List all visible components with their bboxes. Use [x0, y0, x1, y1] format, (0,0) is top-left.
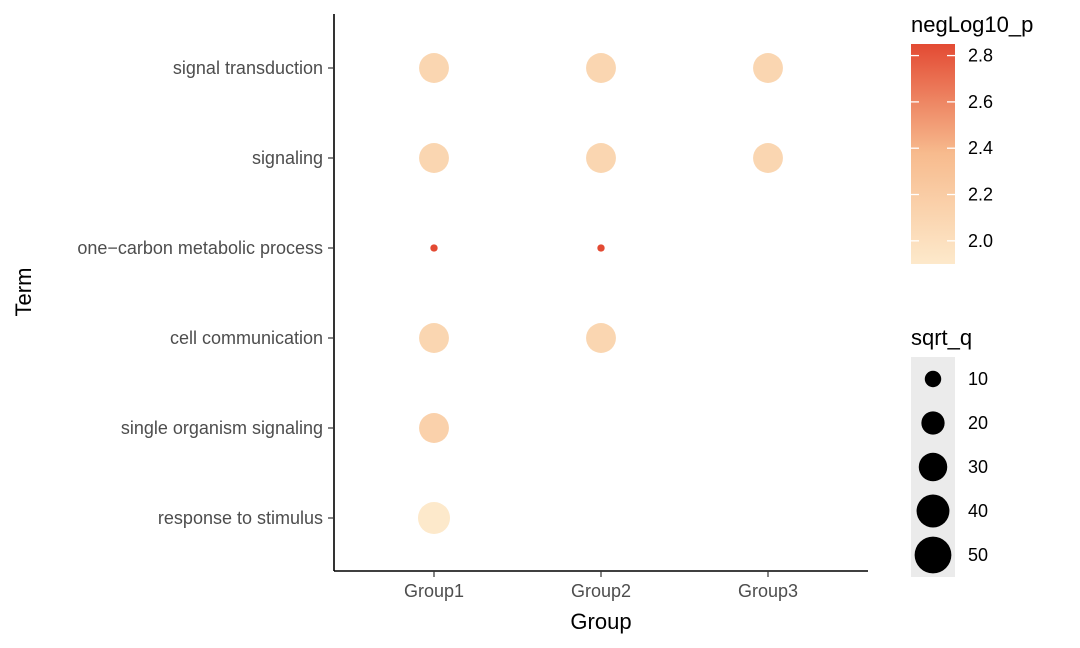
data-point [586, 143, 616, 173]
color-legend-bar [911, 44, 955, 264]
y-tick-label: response to stimulus [158, 508, 323, 528]
legends: negLog10_p sqrt_q 2.0 2.2 2.4 2.6 2.8 10 20 30 4… [911, 12, 1033, 577]
size-legend-label: 10 [968, 369, 988, 389]
color-legend-label: 2.4 [968, 138, 993, 158]
x-tick-label: Group2 [571, 581, 631, 601]
data-point [753, 143, 783, 173]
data-point [753, 53, 783, 83]
x-axis-title: Group [570, 609, 631, 634]
y-tick-label: signaling [252, 148, 323, 168]
plot-area [417, 53, 783, 535]
data-point [597, 244, 605, 252]
color-legend-label: 2.0 [968, 231, 993, 251]
size-legend-label: 20 [968, 413, 988, 433]
size-legend-label: 50 [968, 545, 988, 565]
y-tick-label: one−carbon metabolic process [77, 238, 323, 258]
x-tick-label: Group1 [404, 581, 464, 601]
data-point [419, 413, 449, 443]
size-legend-dot [914, 536, 952, 574]
color-legend-title: negLog10_p [911, 12, 1033, 37]
size-legend-dot [924, 370, 942, 388]
size-legend-dot [921, 411, 945, 435]
size-legend-title: sqrt_q [911, 325, 972, 350]
data-point [430, 244, 438, 252]
y-tick-label: cell communication [170, 328, 323, 348]
data-point [586, 323, 616, 353]
axes: Term Group signal transduction signaling o… [11, 14, 868, 634]
data-point [586, 53, 616, 83]
data-point [417, 501, 451, 535]
data-point [419, 143, 449, 173]
size-legend-label: 40 [968, 501, 988, 521]
y-tick-label: signal transduction [173, 58, 323, 78]
data-point [419, 323, 449, 353]
size-legend-dot [916, 494, 950, 528]
x-tick-label: Group3 [738, 581, 798, 601]
size-legend-dot [918, 452, 948, 482]
color-legend-label: 2.2 [968, 185, 993, 205]
size-legend-label: 30 [968, 457, 988, 477]
color-legend-label: 2.8 [968, 46, 993, 66]
y-tick-label: single organism signaling [121, 418, 323, 438]
color-legend-label: 2.6 [968, 92, 993, 112]
y-axis-title: Term [11, 268, 36, 317]
data-point [419, 53, 449, 83]
